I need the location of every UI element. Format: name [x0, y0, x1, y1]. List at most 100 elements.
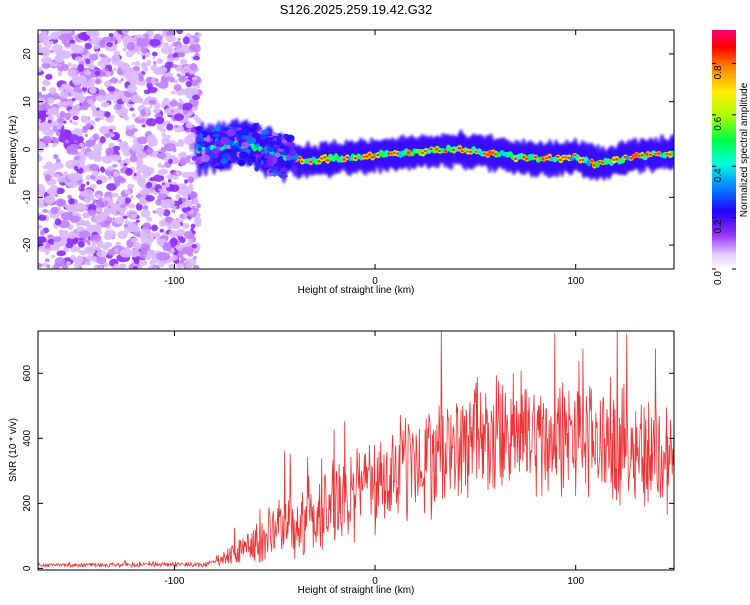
noise-blob — [157, 58, 164, 64]
noise-blob — [82, 126, 88, 134]
noise-blob — [140, 209, 151, 218]
noise-blob — [145, 147, 154, 155]
noise-blob — [116, 197, 123, 203]
noise-blob — [78, 142, 85, 148]
noise-blob — [135, 159, 144, 165]
noise-blob — [96, 179, 103, 185]
noise-blob — [41, 86, 46, 92]
noise-blob — [142, 101, 147, 105]
noise-blob — [57, 71, 62, 77]
signal-speckle — [271, 132, 279, 137]
noise-blob — [56, 31, 62, 37]
noise-blob — [50, 206, 59, 215]
noise-blob — [131, 61, 135, 66]
noise-blob — [152, 56, 156, 60]
noise-blob — [115, 241, 122, 246]
signal-speckle — [201, 140, 208, 145]
noise-blob — [61, 63, 69, 71]
noise-blob — [103, 241, 113, 248]
noise-blob — [49, 87, 57, 95]
noise-blob — [119, 209, 124, 214]
noise-blob — [131, 113, 137, 118]
noise-blob — [148, 138, 158, 147]
noise-blob — [159, 228, 164, 233]
noise-blob — [110, 192, 119, 198]
noise-blob — [133, 65, 141, 71]
noise-blob — [184, 230, 193, 240]
noise-blob — [89, 234, 102, 243]
noise-blob — [190, 132, 196, 138]
snr-xtick-label: 100 — [567, 576, 584, 587]
noise-blob — [174, 57, 180, 62]
noise-blob — [122, 151, 131, 157]
noise-blob — [72, 76, 80, 84]
noise-blob — [189, 63, 198, 71]
noise-blob — [181, 197, 187, 202]
noise-blob — [108, 205, 111, 209]
signal-speckle — [197, 138, 204, 142]
spectrogram-ytick-label: -20 — [22, 237, 33, 252]
noise-blob — [63, 230, 69, 235]
noise-blob — [138, 178, 146, 188]
noise-blob — [191, 205, 196, 210]
noise-blob — [144, 113, 149, 118]
noise-blob — [70, 215, 81, 223]
noise-blob — [186, 241, 193, 246]
signal-speckle — [214, 124, 221, 132]
noise-blob — [135, 219, 140, 223]
noise-blob — [42, 56, 53, 64]
noise-blob — [75, 105, 80, 110]
noise-blob — [181, 69, 187, 75]
noise-blob — [172, 52, 180, 58]
noise-blob — [129, 90, 135, 94]
noise-blob — [89, 53, 99, 61]
noise-blob — [142, 55, 146, 60]
noise-blob — [165, 216, 172, 223]
noise-blob — [118, 80, 122, 85]
noise-blob — [87, 242, 91, 246]
noise-blob — [65, 86, 73, 93]
noise-blob — [64, 139, 70, 144]
signal-speckle — [236, 131, 245, 136]
signal-speckle — [198, 143, 205, 147]
noise-blob — [86, 99, 94, 104]
noise-blob — [149, 105, 153, 109]
noise-blob — [122, 215, 128, 220]
noise-blob — [161, 179, 166, 184]
noise-blob — [72, 160, 79, 165]
noise-blob — [140, 62, 149, 69]
signal-speckle — [220, 158, 228, 165]
noise-blob — [85, 58, 91, 65]
signal-speckle — [288, 142, 296, 150]
noise-blob — [183, 109, 189, 115]
signal-speckle — [231, 126, 238, 131]
noise-blob — [187, 252, 194, 257]
noise-blob — [95, 50, 99, 56]
signal-speckle — [259, 133, 267, 141]
signal-speckle — [238, 151, 249, 159]
noise-blob — [177, 230, 185, 236]
noise-blob — [185, 262, 192, 269]
noise-blob — [124, 189, 131, 195]
noise-blob — [47, 105, 52, 109]
noise-blob — [117, 139, 122, 143]
signal-speckle — [266, 146, 276, 152]
noise-blob — [125, 128, 134, 137]
noise-blob — [176, 30, 184, 35]
noise-blob — [154, 101, 161, 110]
noise-blob — [47, 234, 54, 240]
noise-blob — [82, 189, 94, 198]
noise-blob — [66, 203, 78, 212]
signal-speckle — [226, 144, 231, 150]
noise-blob — [67, 62, 72, 68]
noise-blob — [111, 95, 116, 101]
snr-ytick-label: 0 — [22, 565, 33, 571]
signal-speckle — [237, 159, 246, 166]
noise-blob — [85, 256, 92, 261]
signal-speckle — [289, 159, 295, 166]
noise-blob — [58, 229, 65, 235]
noise-blob — [99, 136, 106, 144]
noise-blob — [113, 67, 117, 72]
noise-blob — [137, 38, 150, 47]
noise-blob — [107, 86, 116, 92]
